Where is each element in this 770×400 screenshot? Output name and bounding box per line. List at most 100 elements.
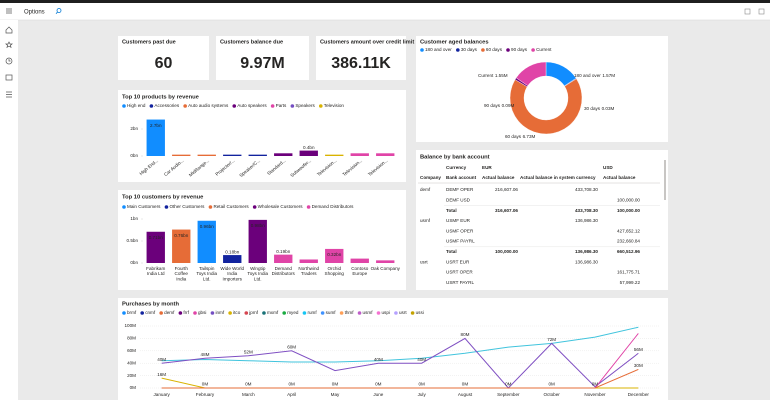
legend-marker: [232, 104, 237, 108]
x-tick-label: December: [628, 392, 650, 397]
legend-marker: [164, 205, 169, 209]
slice-label: 30 days: [584, 106, 601, 111]
scrollbar: [664, 160, 666, 200]
kpi-title: Customers past due: [122, 39, 176, 45]
slice-label: 90 days: [484, 103, 501, 108]
table-cell: USRT OPER: [446, 270, 473, 275]
table-cell: 433,708.30: [575, 187, 598, 192]
y-tick-label: 80M: [127, 336, 136, 341]
x-tick-label: January: [153, 392, 170, 397]
bar: [350, 258, 369, 263]
data-label: 72M: [547, 337, 556, 342]
table-cell: Total: [446, 208, 457, 213]
data-label: 30M: [634, 363, 643, 368]
legend-marker: [210, 311, 215, 315]
legend-marker: [410, 311, 415, 315]
legend-label: sumf: [326, 310, 337, 315]
bar: [299, 259, 318, 263]
data-label: 0M: [245, 382, 252, 387]
chart-title: Top 10 products by revenue: [122, 95, 200, 101]
table-cell: 100,000.00: [617, 198, 640, 203]
x-tick-label: May: [331, 392, 340, 397]
legend-label: Current: [536, 47, 552, 52]
legend-label: Parts: [276, 103, 287, 108]
legend-label: mxmf: [267, 310, 279, 315]
bar: [197, 220, 216, 263]
legend-label: Accessories: [154, 103, 179, 108]
table-group-header: EUR: [482, 165, 492, 170]
donut-slice: [515, 61, 547, 86]
legend-marker: [456, 48, 460, 52]
x-tick-label: Fabrikam India Ltd: [146, 266, 165, 276]
legend-label: Auto speakers: [237, 103, 267, 108]
data-label: 0M: [418, 382, 425, 387]
x-tick-label: July: [418, 392, 427, 397]
bar: [325, 248, 344, 263]
table-title: Balance by bank account: [420, 155, 490, 161]
data-label: 0.18bn: [225, 249, 239, 254]
legend-label: uspi: [382, 310, 390, 315]
legend-label: Other Customers: [169, 204, 205, 209]
table-cell: DEMF OPER: [446, 187, 474, 192]
x-tick-label: Demand Distributors: [272, 266, 296, 276]
bar: [172, 229, 191, 263]
header-bar: [0, 3, 770, 20]
y-tick-label: 0bn: [130, 153, 138, 158]
table-column-header: Actual balance: [603, 175, 636, 180]
table-cell: Total: [446, 249, 457, 254]
y-tick-label: 0.5bn: [127, 238, 139, 243]
x-tick-label: August: [458, 392, 473, 397]
legend-marker: [394, 311, 398, 315]
legend-marker: [290, 104, 295, 108]
legend-label: frrf: [183, 310, 189, 315]
data-label: 40M: [157, 357, 166, 362]
data-label: 0M: [375, 382, 382, 387]
y-tick-label: 1bn: [130, 216, 138, 221]
data-label: 48M: [201, 352, 210, 357]
slice-value: 0.09M: [502, 103, 515, 108]
legend-marker: [262, 311, 266, 315]
bar: [376, 260, 395, 263]
data-label: 40M: [417, 357, 426, 362]
table-cell: 100,000.00: [617, 208, 640, 213]
table-column-header: Company: [420, 175, 441, 180]
table-cell: USRT PAYRL: [446, 280, 474, 285]
legend-label: High end: [127, 103, 146, 108]
data-label: 0.76bn: [174, 233, 188, 238]
x-tick-label: Fourth Coffee India: [175, 266, 189, 281]
legend-label: jpmf: [248, 310, 258, 315]
kpi-value: 60: [155, 55, 173, 72]
legend-marker: [140, 311, 144, 315]
x-tick-label: November: [584, 392, 606, 397]
x-tick-label: Northwind Traders: [298, 266, 319, 276]
search-icon[interactable]: [55, 8, 62, 14]
data-label: 40M: [374, 357, 383, 362]
table-cell: 216,607.06: [495, 187, 518, 192]
table-cell: usmf: [420, 218, 431, 223]
data-label: 56M: [634, 347, 643, 352]
table-cell: 57,999.22: [620, 280, 641, 285]
legend-label: gbsi: [198, 310, 206, 315]
data-label: 0M: [505, 382, 512, 387]
legend-marker: [420, 48, 424, 52]
y-tick-label: 0M: [130, 385, 137, 390]
legend-label: itco: [233, 310, 241, 315]
data-label: 16M: [157, 372, 166, 377]
table-cell: 427,652.12: [617, 228, 640, 233]
table-cell: usrt: [420, 259, 428, 264]
nav-icons[interactable]: [5, 8, 13, 98]
legend-marker: [178, 311, 183, 315]
x-tick-label: Wingtip Toys India Ltd.: [247, 266, 268, 281]
legend-label: Wholesale Customers: [258, 204, 304, 209]
header-actions[interactable]: [744, 8, 765, 15]
legend-label: 30 days: [461, 47, 478, 52]
bar: [146, 231, 165, 263]
legend-label: cnmf: [145, 310, 156, 315]
legend-marker: [122, 104, 126, 108]
legend-label: Auto audio systems: [188, 103, 229, 108]
x-tick-label: Contoso Europe: [351, 266, 369, 276]
legend-marker: [282, 311, 287, 315]
legend-marker: [339, 311, 344, 315]
y-tick-label: 2bn: [130, 126, 138, 131]
